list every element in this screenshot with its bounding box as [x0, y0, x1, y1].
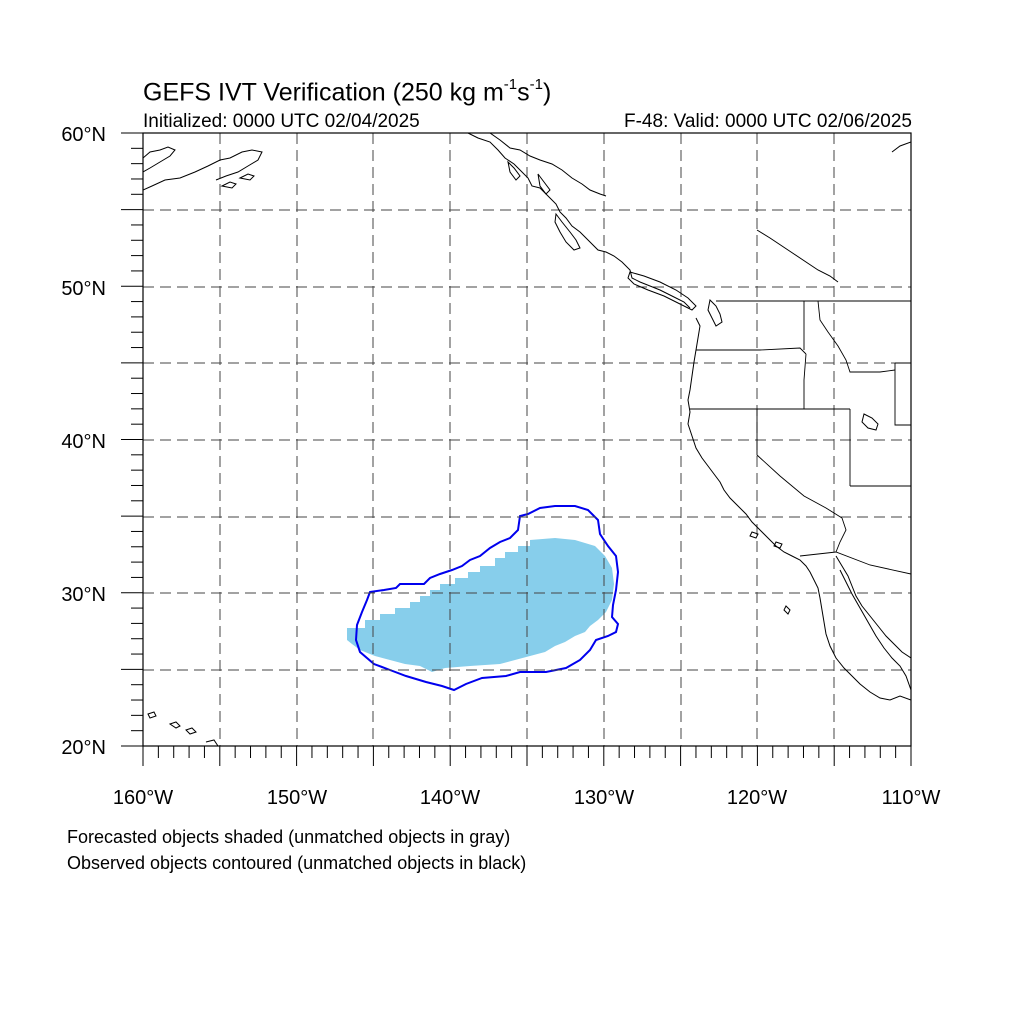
lat-axis-labels: 60°N 50°N 40°N 30°N 20°N	[61, 124, 106, 759]
lon-axis-labels: 160°W 150°W 140°W 130°W 120°W 110°W	[113, 787, 941, 809]
valid-time: F-48: Valid: 0000 UTC 02/06/2025	[624, 111, 912, 132]
lon-label-150w: 150°W	[267, 787, 327, 809]
lon-label-120w: 120°W	[727, 787, 787, 809]
legend-observed-note: Observed objects contoured (unmatched ob…	[67, 853, 527, 873]
coastlines	[143, 133, 911, 746]
title-main: GEFS IVT Verification (250 kg m	[143, 78, 504, 107]
map-content	[143, 133, 911, 746]
title-end: )	[542, 78, 552, 107]
title-mid: s	[517, 78, 530, 107]
map-title: GEFS IVT Verification (250 kg m-1s-1)	[143, 72, 551, 107]
lon-label-130w: 130°W	[574, 787, 634, 809]
observed-object-contour	[354, 505, 620, 692]
state-boundaries	[690, 300, 911, 575]
legend-forecast-note: Forecasted objects shaded (unmatched obj…	[67, 827, 511, 847]
lat-label-30: 30°N	[61, 584, 106, 606]
lat-label-50: 50°N	[61, 278, 106, 300]
lon-label-140w: 140°W	[420, 787, 480, 809]
initialized-time: Initialized: 0000 UTC 02/04/2025	[143, 111, 420, 132]
lon-label-160w: 160°W	[113, 787, 173, 809]
title-exponent-1: -1	[503, 76, 518, 93]
lat-label-40: 40°N	[61, 431, 106, 453]
lon-label-110w: 110°W	[882, 787, 941, 809]
forecast-object	[347, 538, 614, 672]
title-exponent-2: -1	[529, 76, 543, 93]
grid-lines	[143, 133, 911, 746]
lat-label-20: 20°N	[61, 737, 106, 759]
lat-label-60: 60°N	[61, 124, 106, 146]
axis-ticks	[121, 132, 912, 766]
